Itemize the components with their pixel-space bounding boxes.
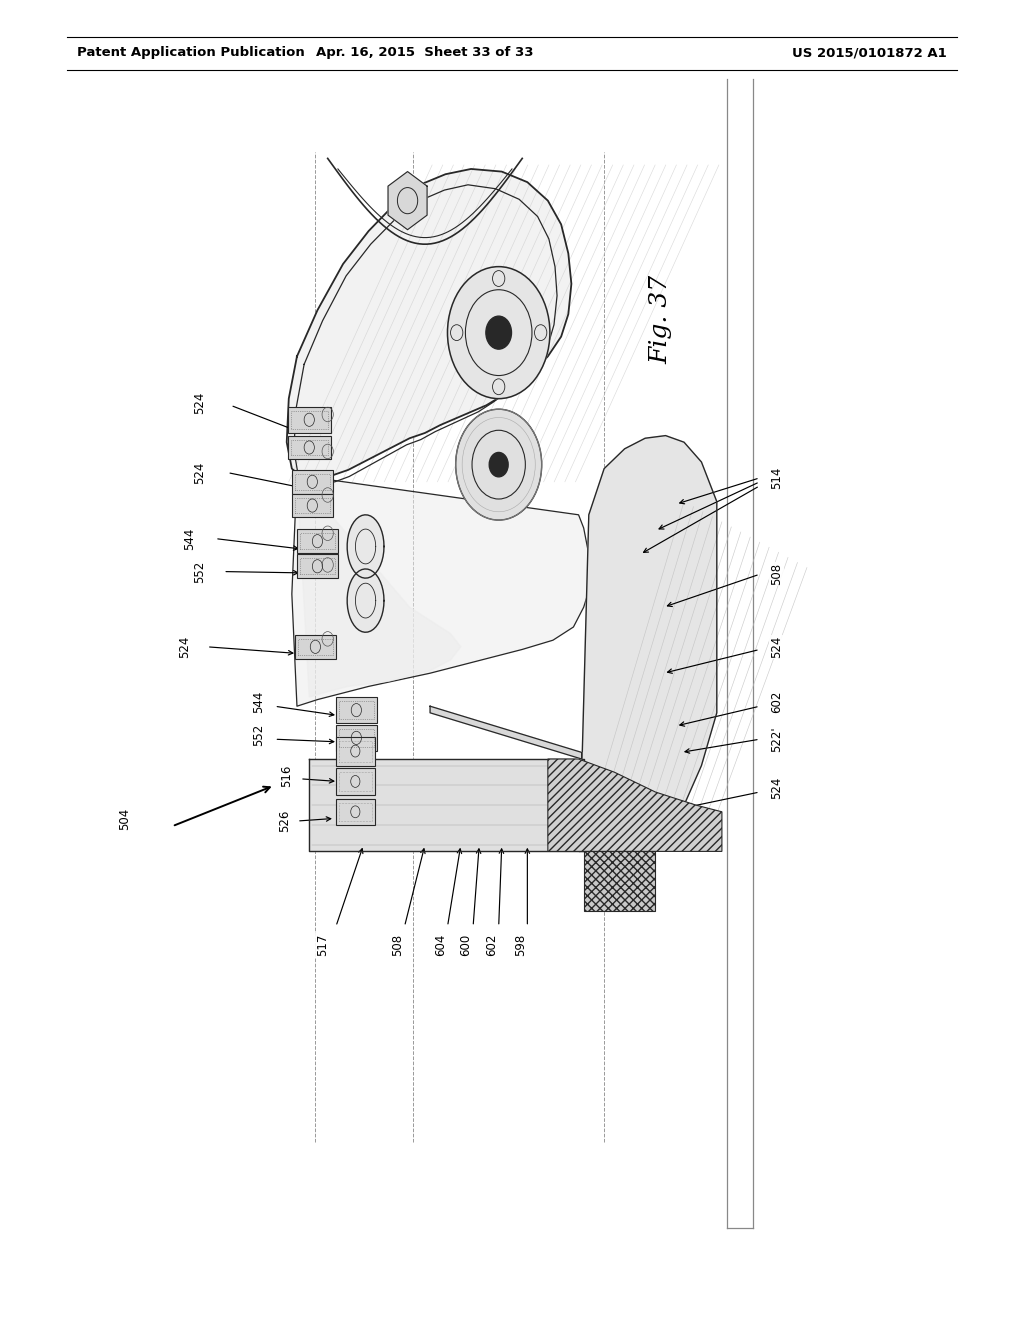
Text: 524: 524	[178, 636, 190, 657]
FancyBboxPatch shape	[297, 529, 338, 553]
Polygon shape	[287, 169, 571, 478]
Text: 524: 524	[770, 777, 782, 799]
Text: 508: 508	[770, 564, 782, 585]
Text: 516: 516	[281, 766, 293, 787]
Circle shape	[456, 409, 542, 520]
Text: 602: 602	[485, 935, 498, 956]
Text: 544: 544	[183, 528, 196, 549]
FancyBboxPatch shape	[292, 470, 333, 494]
Polygon shape	[548, 759, 722, 851]
Text: 522': 522'	[770, 726, 782, 752]
FancyBboxPatch shape	[336, 768, 375, 795]
Polygon shape	[388, 172, 427, 230]
FancyBboxPatch shape	[288, 407, 331, 433]
Polygon shape	[430, 706, 582, 759]
Text: 526: 526	[279, 810, 291, 832]
Polygon shape	[297, 475, 461, 697]
Text: 524: 524	[770, 636, 782, 657]
Text: 604: 604	[434, 935, 446, 956]
Text: 504: 504	[119, 808, 131, 829]
FancyBboxPatch shape	[288, 436, 331, 459]
Polygon shape	[347, 515, 384, 578]
Text: 602: 602	[770, 692, 782, 713]
Circle shape	[489, 453, 508, 477]
Text: 544: 544	[253, 692, 265, 713]
FancyBboxPatch shape	[336, 697, 377, 723]
Text: Apr. 16, 2015  Sheet 33 of 33: Apr. 16, 2015 Sheet 33 of 33	[316, 46, 534, 59]
Text: 524: 524	[194, 392, 206, 413]
Text: US 2015/0101872 A1: US 2015/0101872 A1	[793, 46, 947, 59]
Text: 552: 552	[253, 725, 265, 746]
Text: 508: 508	[391, 935, 403, 956]
Text: 600: 600	[460, 935, 472, 956]
Polygon shape	[347, 569, 384, 632]
Polygon shape	[292, 475, 592, 706]
Text: 524: 524	[194, 462, 206, 483]
FancyBboxPatch shape	[292, 494, 333, 517]
Polygon shape	[580, 436, 717, 851]
Text: 514: 514	[770, 467, 782, 488]
Polygon shape	[309, 759, 584, 851]
Circle shape	[447, 267, 550, 399]
FancyBboxPatch shape	[336, 737, 375, 766]
FancyBboxPatch shape	[336, 799, 375, 825]
Text: 552: 552	[194, 561, 206, 582]
Text: Fig. 37: Fig. 37	[649, 275, 672, 364]
Text: 517: 517	[316, 935, 329, 956]
Text: Patent Application Publication: Patent Application Publication	[77, 46, 304, 59]
FancyBboxPatch shape	[336, 725, 377, 751]
FancyBboxPatch shape	[297, 554, 338, 578]
Polygon shape	[584, 851, 655, 911]
Circle shape	[485, 315, 512, 348]
FancyBboxPatch shape	[295, 635, 336, 659]
Text: 598: 598	[514, 935, 526, 956]
